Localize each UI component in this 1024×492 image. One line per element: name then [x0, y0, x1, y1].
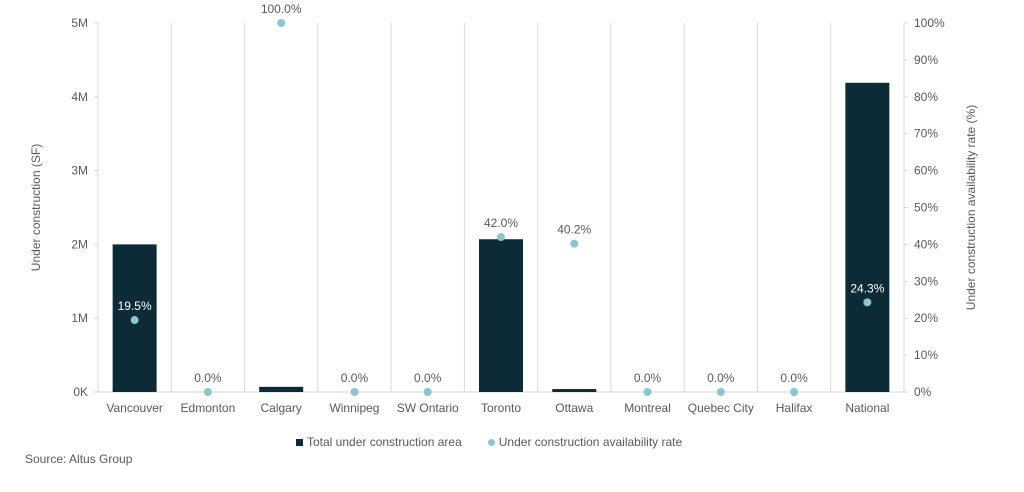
rate-data-label: 0.0%	[634, 371, 662, 385]
left-tick-label: 3M	[71, 164, 88, 178]
rate-point	[863, 298, 872, 307]
right-axis-title: Under construction availability rate (%)	[964, 105, 978, 310]
x-tick-label: Calgary	[261, 401, 302, 415]
rate-point	[203, 388, 212, 396]
legend-dot-swatch	[487, 438, 495, 446]
rate-point	[497, 233, 505, 242]
bar	[552, 389, 597, 392]
right-tick-label: 60%	[914, 164, 938, 178]
legend-bar-swatch	[296, 438, 303, 446]
x-tick-label: Winnipeg	[329, 401, 379, 415]
rate-data-label: 0.0%	[414, 371, 442, 385]
rate-data-label: 100.0%	[261, 2, 302, 16]
rate-data-label: 0.0%	[341, 371, 369, 385]
legend-dot-label: Under construction availability rate	[498, 435, 683, 449]
bar	[479, 239, 523, 392]
bar	[845, 82, 890, 392]
legend-item-dot: Under construction availability rate	[487, 435, 683, 449]
right-tick-label: 100%	[914, 16, 945, 30]
rate-data-label: 0.0%	[194, 371, 222, 385]
rate-point	[350, 388, 359, 396]
rate-point	[423, 388, 432, 396]
x-tick-label: Edmonton	[181, 401, 236, 415]
x-tick-label: Toronto	[481, 401, 521, 415]
rate-data-label: 42.0%	[484, 216, 518, 230]
left-axis-title: Under construction (SF)	[29, 144, 43, 271]
x-tick-label: SW Ontario	[397, 401, 459, 415]
x-tick-label: Vancouver	[106, 401, 162, 415]
right-tick-label: 40%	[914, 237, 938, 251]
left-tick-label: 2M	[71, 237, 88, 251]
x-tick-label: Ottawa	[555, 401, 593, 415]
left-tick-label: 1M	[71, 311, 88, 325]
right-tick-label: 80%	[914, 90, 938, 104]
right-tick-label: 30%	[914, 274, 938, 288]
rate-point	[570, 239, 579, 248]
rate-point	[130, 316, 139, 325]
source-note: Source: Altus Group	[25, 452, 133, 466]
legend: Total under construction area Under cons…	[296, 435, 682, 449]
right-tick-label: 10%	[914, 348, 938, 362]
right-tick-label: 0%	[914, 385, 932, 399]
rate-data-label: 19.5%	[118, 299, 152, 313]
rate-point	[716, 388, 725, 396]
left-tick-label: 5M	[71, 16, 88, 30]
right-tick-label: 20%	[914, 311, 938, 325]
rate-point	[790, 388, 799, 396]
right-tick-label: 70%	[914, 127, 938, 141]
x-tick-label: Quebec City	[688, 401, 754, 415]
legend-item-bar: Total under construction area	[296, 435, 462, 449]
right-tick-label: 90%	[914, 53, 938, 67]
left-tick-label: 4M	[71, 90, 88, 104]
rate-data-label: 40.2%	[557, 223, 591, 237]
legend-bar-label: Total under construction area	[307, 435, 462, 449]
rate-data-label: 0.0%	[707, 371, 735, 385]
rate-data-label: 0.0%	[780, 371, 808, 385]
rate-point	[277, 19, 286, 27]
rate-data-label: 24.3%	[850, 281, 884, 295]
right-tick-label: 50%	[914, 201, 938, 215]
x-tick-label: Halifax	[776, 401, 813, 415]
x-tick-label: Montreal	[624, 401, 671, 415]
left-tick-label: 0K	[73, 385, 88, 399]
x-tick-label: National	[845, 401, 889, 415]
rate-point	[643, 388, 652, 396]
bar	[259, 386, 304, 392]
